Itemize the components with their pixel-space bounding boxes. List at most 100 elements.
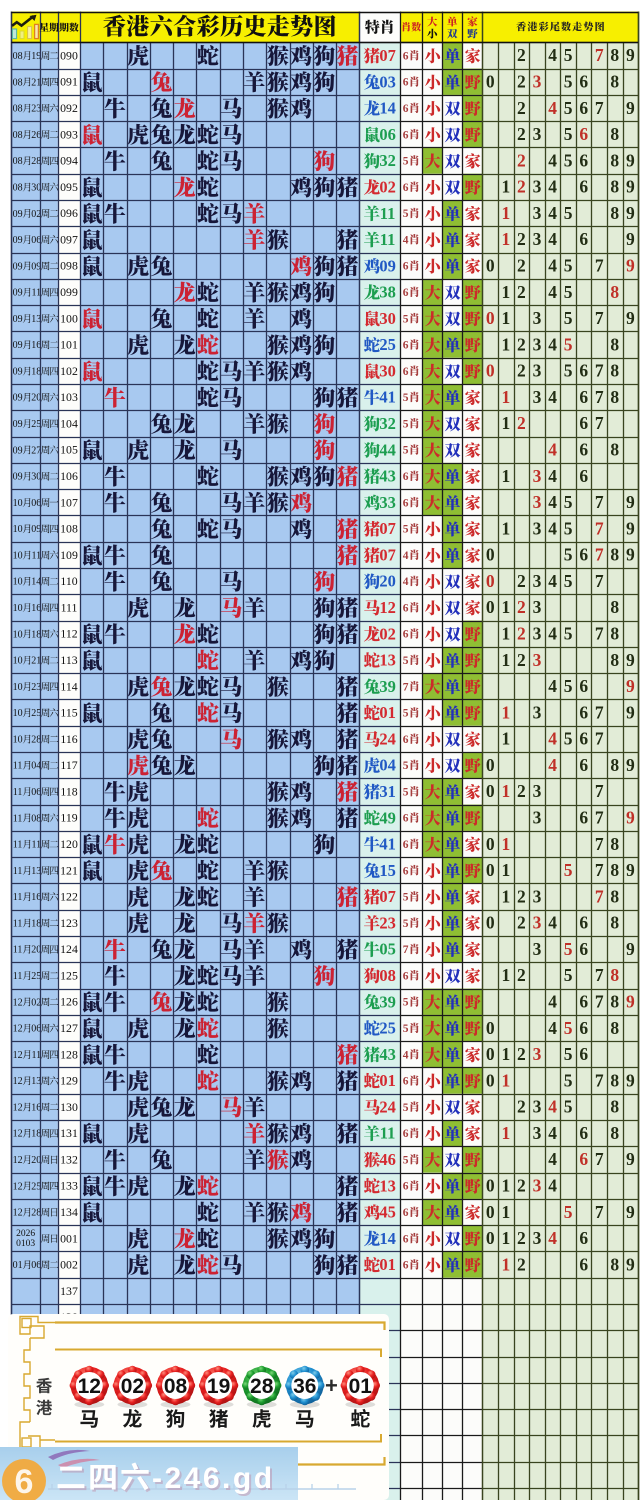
svg-text:7: 7	[595, 808, 604, 828]
svg-text:01: 01	[379, 703, 396, 722]
svg-text:15: 15	[379, 861, 396, 880]
svg-text:110: 110	[60, 574, 77, 588]
svg-text:7: 7	[403, 944, 409, 956]
svg-text:11: 11	[13, 813, 23, 824]
svg-text:02: 02	[379, 624, 396, 643]
svg-text:0: 0	[486, 72, 495, 92]
svg-text:28: 28	[31, 735, 41, 746]
svg-text:0: 0	[486, 1176, 495, 1196]
svg-text:5: 5	[564, 1070, 573, 1090]
svg-text:4: 4	[548, 282, 557, 302]
svg-text:1: 1	[502, 203, 511, 223]
svg-text:0: 0	[486, 1018, 495, 1038]
svg-text:6: 6	[403, 813, 409, 825]
svg-text:7: 7	[595, 361, 604, 381]
svg-text:9: 9	[626, 992, 635, 1012]
svg-text:097: 097	[60, 232, 78, 246]
svg-text:6: 6	[403, 497, 409, 509]
svg-text:6: 6	[579, 992, 588, 1012]
svg-text:6: 6	[579, 361, 588, 381]
svg-text:3: 3	[533, 624, 542, 644]
svg-text:09: 09	[13, 314, 23, 325]
svg-text:18: 18	[31, 1129, 41, 1140]
svg-text:20: 20	[31, 393, 41, 404]
svg-text:09: 09	[13, 235, 23, 246]
svg-text:4: 4	[548, 440, 557, 460]
svg-text:3: 3	[533, 781, 542, 801]
svg-text:8: 8	[610, 45, 619, 65]
svg-text:09: 09	[13, 445, 23, 456]
svg-text:2: 2	[517, 597, 526, 617]
svg-text:118: 118	[60, 784, 77, 798]
svg-text:7: 7	[595, 729, 604, 749]
svg-text:0: 0	[486, 545, 495, 565]
svg-text:6: 6	[579, 1228, 588, 1248]
svg-text:11: 11	[13, 945, 23, 956]
svg-text:5: 5	[403, 156, 409, 168]
svg-text:1: 1	[502, 466, 511, 486]
svg-text:18: 18	[31, 918, 41, 929]
svg-text:7: 7	[595, 308, 604, 328]
svg-text:2: 2	[517, 124, 526, 144]
svg-text:7: 7	[595, 45, 604, 65]
svg-text:9: 9	[626, 545, 635, 565]
svg-text:4: 4	[548, 98, 557, 118]
svg-text:3: 3	[533, 1097, 542, 1117]
svg-text:6: 6	[403, 471, 409, 483]
svg-text:5: 5	[564, 98, 573, 118]
svg-text:2: 2	[517, 650, 526, 670]
svg-text:12: 12	[13, 1024, 23, 1035]
svg-text:6: 6	[403, 1233, 409, 1245]
svg-text:4: 4	[548, 755, 557, 775]
svg-text:104: 104	[60, 416, 78, 430]
svg-text:0: 0	[486, 256, 495, 276]
svg-text:5: 5	[403, 1154, 409, 1166]
svg-text:6: 6	[579, 808, 588, 828]
svg-text:3: 3	[533, 1044, 542, 1064]
svg-text:5: 5	[403, 655, 409, 667]
svg-text:7: 7	[595, 965, 604, 985]
svg-text:6: 6	[403, 287, 409, 299]
svg-text:131: 131	[60, 1126, 78, 1140]
svg-text:5: 5	[564, 256, 573, 276]
svg-text:5: 5	[403, 1102, 409, 1114]
svg-text:10: 10	[13, 524, 23, 535]
svg-text:6: 6	[403, 103, 409, 115]
svg-text:11: 11	[13, 761, 23, 772]
svg-text:38: 38	[379, 283, 396, 302]
svg-text:1: 1	[502, 177, 511, 197]
svg-text:07: 07	[379, 546, 396, 565]
svg-text:6: 6	[579, 440, 588, 460]
svg-text:11: 11	[13, 787, 23, 798]
svg-text:8: 8	[610, 150, 619, 170]
svg-text:4: 4	[548, 518, 557, 538]
svg-text:123: 123	[60, 916, 78, 930]
svg-text:07: 07	[379, 887, 396, 906]
svg-text:6: 6	[403, 602, 409, 614]
svg-text:092: 092	[60, 101, 78, 115]
svg-text:6: 6	[403, 629, 409, 641]
svg-text:08: 08	[31, 813, 41, 824]
svg-text:09: 09	[13, 472, 23, 483]
svg-text:09: 09	[13, 367, 23, 378]
svg-text:3: 3	[533, 72, 542, 92]
svg-text:5: 5	[564, 1044, 573, 1064]
svg-text:11: 11	[13, 892, 23, 903]
svg-text:0: 0	[486, 597, 495, 617]
svg-text:2: 2	[517, 150, 526, 170]
svg-text:4: 4	[548, 913, 557, 933]
svg-text:0: 0	[486, 1202, 495, 1222]
svg-text:6: 6	[403, 182, 409, 194]
svg-text:122: 122	[60, 890, 78, 904]
svg-text:25: 25	[379, 1019, 396, 1038]
svg-text:103: 103	[60, 390, 78, 404]
svg-text:6: 6	[579, 702, 588, 722]
svg-text:5: 5	[564, 45, 573, 65]
svg-text:098: 098	[60, 259, 78, 273]
svg-text:4: 4	[548, 676, 557, 696]
svg-text:5: 5	[564, 1097, 573, 1117]
svg-text:08: 08	[379, 966, 396, 985]
svg-text:3: 3	[533, 361, 542, 381]
svg-text:09: 09	[13, 419, 23, 430]
svg-text:2: 2	[517, 413, 526, 433]
